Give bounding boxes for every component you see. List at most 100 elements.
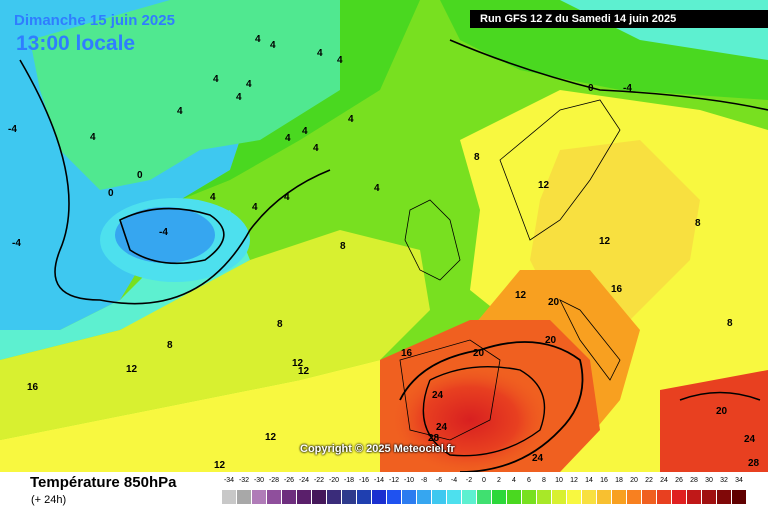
value-label: 4	[252, 202, 258, 213]
legend-tick-label: -22	[313, 477, 325, 484]
legend-swatch	[282, 490, 297, 504]
legend-swatch	[327, 490, 342, 504]
value-label: 12	[214, 460, 226, 471]
value-label: 4	[284, 192, 290, 203]
legend-tick-label: 30	[705, 477, 713, 484]
value-label: 12	[126, 364, 138, 375]
value-label: 4	[302, 126, 308, 137]
legend-swatch	[612, 490, 627, 504]
legend-tick-label: 2	[497, 477, 501, 484]
value-label: 0	[588, 83, 594, 94]
cold-core	[115, 207, 215, 263]
legend-swatch	[507, 490, 522, 504]
value-label: 20	[548, 297, 560, 308]
legend-swatch	[717, 490, 732, 504]
value-label: 4	[374, 183, 380, 194]
contour-minus4	[119, 207, 225, 265]
coastline-iberia	[399, 339, 501, 441]
legend-swatch	[462, 490, 477, 504]
value-label: 12	[515, 290, 527, 301]
value-label: 24	[436, 422, 448, 433]
legend-swatch	[642, 490, 657, 504]
contour-20	[399, 341, 584, 472]
legend-swatch	[492, 490, 507, 504]
value-label: 8	[474, 152, 480, 163]
legend-tick-label: -10	[403, 477, 415, 484]
legend-tick-label: -34	[223, 477, 235, 484]
value-label: 4	[348, 114, 354, 125]
value-label: 24	[532, 453, 544, 464]
hot-east	[660, 370, 768, 472]
value-label: 12	[599, 236, 611, 247]
value-label: 8	[340, 241, 346, 252]
value-label: 20	[716, 406, 728, 417]
value-label: 4	[255, 34, 261, 45]
value-label: 28	[748, 458, 760, 469]
value-label: 12	[265, 432, 277, 443]
value-label: -4	[623, 83, 632, 94]
forecast-time: 13:00 locale	[16, 32, 136, 55]
value-label: -4	[12, 238, 21, 249]
legend-tick-label: -4	[450, 477, 458, 484]
legend-tick-label: 0	[482, 477, 486, 484]
legend-tick-label: 18	[615, 477, 623, 484]
value-label: 16	[611, 284, 623, 295]
value-label: 4	[90, 132, 96, 143]
legend-tick-label: 28	[690, 477, 698, 484]
legend-tick-label: 4	[512, 477, 516, 484]
hot-core	[390, 365, 550, 472]
value-label: 8	[695, 218, 701, 229]
legend-tick-label: -32	[238, 477, 250, 484]
temperature-map	[0, 0, 768, 472]
legend-swatch	[372, 490, 387, 504]
greenland	[30, 0, 340, 190]
legend-tick-label: -6	[435, 477, 443, 484]
value-label: 4	[236, 92, 242, 103]
value-label: 16	[401, 348, 413, 359]
value-label: 0	[137, 170, 143, 181]
coastline-italy	[559, 299, 621, 381]
legend-swatch	[687, 490, 702, 504]
value-label: 8	[167, 340, 173, 351]
legend-tick-label: -12	[388, 477, 400, 484]
value-label: -4	[8, 124, 17, 135]
legend-swatch	[627, 490, 642, 504]
legend-tick-label: 24	[660, 477, 668, 484]
legend-tick-label: -8	[420, 477, 428, 484]
legend-swatch	[402, 490, 417, 504]
legend-swatches	[222, 490, 747, 504]
legend-tick-label: -26	[283, 477, 295, 484]
contour-east	[679, 391, 761, 401]
legend-tick-label: 14	[585, 477, 593, 484]
legend-tick-label: 8	[542, 477, 546, 484]
legend-swatch	[387, 490, 402, 504]
legend-swatch	[732, 490, 747, 504]
value-label: 4	[285, 133, 291, 144]
forecast-date: Dimanche 15 juin 2025	[14, 12, 175, 29]
legend-swatch	[252, 490, 267, 504]
coastline-scandinavia	[499, 99, 621, 241]
value-label: 4	[313, 143, 319, 154]
legend-swatch	[312, 490, 327, 504]
value-label: 12	[298, 366, 310, 377]
value-label: 16	[27, 382, 39, 393]
legend-swatch	[657, 490, 672, 504]
run-banner: Run GFS 12 Z du Samedi 14 juin 2025	[470, 10, 768, 28]
value-label: 4	[177, 106, 183, 117]
value-label: 20	[473, 348, 485, 359]
legend-swatch	[702, 490, 717, 504]
value-label: 24	[744, 434, 756, 445]
value-label: 4	[213, 74, 219, 85]
legend-swatch	[432, 490, 447, 504]
warm-band	[0, 360, 420, 472]
legend-tick-label: 32	[720, 477, 728, 484]
legend-swatch	[417, 490, 432, 504]
legend-tick-label: 16	[600, 477, 608, 484]
contour-0	[19, 59, 331, 305]
value-label: 12	[538, 180, 550, 191]
value-label: 20	[545, 335, 557, 346]
legend-swatch	[537, 490, 552, 504]
value-label: 8	[727, 318, 733, 329]
legend-swatch	[447, 490, 462, 504]
value-label: 4	[337, 55, 343, 66]
